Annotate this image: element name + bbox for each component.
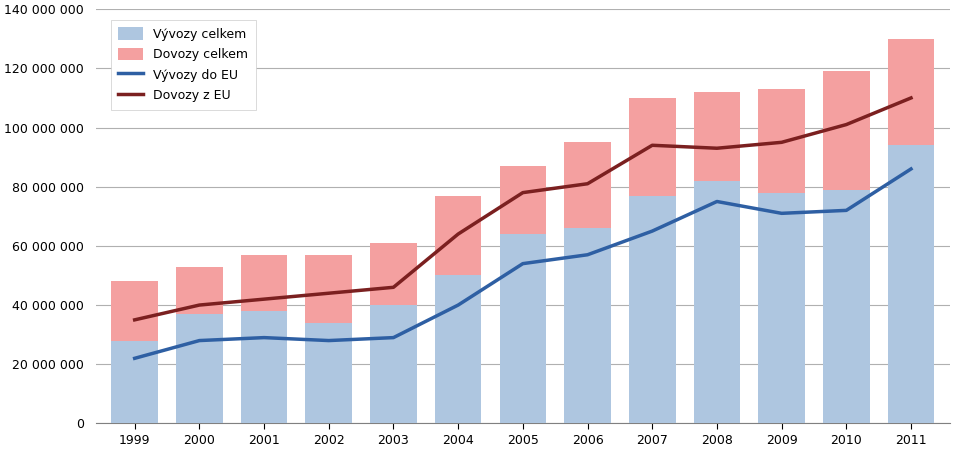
Vývozy do EU xyxy=(387,335,398,341)
Bar xyxy=(499,234,545,423)
Dovozy z EU xyxy=(840,122,851,127)
Vývozy do EU xyxy=(129,356,140,361)
Dovozy z EU xyxy=(387,285,398,290)
Bar xyxy=(370,305,416,423)
Dovozy z EU xyxy=(193,302,205,308)
Vývozy do EU xyxy=(840,207,851,213)
Bar xyxy=(628,196,675,423)
Dovozy z EU xyxy=(646,143,658,148)
Bar xyxy=(887,39,933,423)
Bar xyxy=(435,196,481,423)
Vývozy do EU xyxy=(517,261,528,267)
Bar xyxy=(758,193,804,423)
Bar xyxy=(887,145,933,423)
Bar xyxy=(370,243,416,423)
Dovozy z EU xyxy=(581,181,593,186)
Bar xyxy=(435,276,481,423)
Legend: Vývozy celkem, Dovozy celkem, Vývozy do EU, Dovozy z EU: Vývozy celkem, Dovozy celkem, Vývozy do … xyxy=(111,19,255,110)
Vývozy do EU xyxy=(646,228,658,234)
Bar xyxy=(822,71,869,423)
Vývozy do EU xyxy=(581,252,593,258)
Bar xyxy=(693,92,740,423)
Bar xyxy=(240,255,287,423)
Bar xyxy=(176,267,222,423)
Vývozy do EU xyxy=(258,335,270,341)
Dovozy z EU xyxy=(904,95,916,101)
Dovozy z EU xyxy=(129,317,140,322)
Vývozy do EU xyxy=(904,166,916,172)
Dovozy z EU xyxy=(323,290,335,296)
Vývozy do EU xyxy=(323,338,335,343)
Line: Dovozy z EU: Dovozy z EU xyxy=(134,98,910,320)
Bar xyxy=(563,228,610,423)
Bar xyxy=(758,89,804,423)
Dovozy z EU xyxy=(775,140,786,145)
Bar xyxy=(693,181,740,423)
Bar xyxy=(822,190,869,423)
Vývozy do EU xyxy=(775,211,786,216)
Bar xyxy=(112,341,158,423)
Bar xyxy=(240,311,287,423)
Dovozy z EU xyxy=(452,231,463,237)
Bar xyxy=(499,166,545,423)
Bar xyxy=(305,255,352,423)
Bar xyxy=(628,98,675,423)
Bar xyxy=(305,323,352,423)
Vývozy do EU xyxy=(193,338,205,343)
Bar xyxy=(176,314,222,423)
Line: Vývozy do EU: Vývozy do EU xyxy=(134,169,910,359)
Dovozy z EU xyxy=(258,296,270,302)
Vývozy do EU xyxy=(452,302,463,308)
Dovozy z EU xyxy=(710,146,721,151)
Bar xyxy=(112,281,158,423)
Dovozy z EU xyxy=(517,190,528,195)
Bar xyxy=(563,143,610,423)
Vývozy do EU xyxy=(710,199,721,204)
